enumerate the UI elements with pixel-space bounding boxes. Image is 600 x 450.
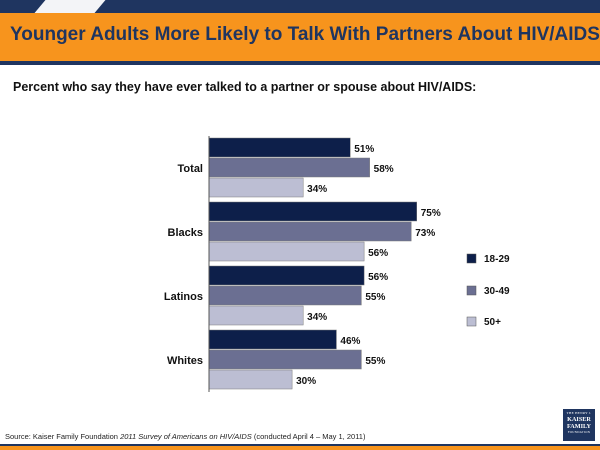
source-note: Source: Kaiser Family Foundation 2011 Su… <box>5 432 365 441</box>
footer-band <box>0 446 600 450</box>
data-label: 34% <box>307 184 327 195</box>
logo-line-2b: FAMILY <box>566 422 592 430</box>
bar-18-29-latinos <box>208 265 365 286</box>
bars-layer <box>208 137 417 390</box>
data-label: 58% <box>374 164 394 175</box>
category-label: Whites <box>167 355 203 367</box>
legend: 18-29 30-49 50+ <box>466 253 510 328</box>
data-label: 73% <box>415 228 435 239</box>
data-label: 56% <box>368 248 388 259</box>
bar-30-49-total <box>208 157 370 178</box>
bar-50+-latinos <box>208 305 304 326</box>
bar-30-49-whites <box>208 349 362 370</box>
source-survey-title: 2011 Survey of Americans on HIV/AIDS <box>120 432 252 441</box>
chart-subtitle: Percent who say they have ever talked to… <box>13 80 477 94</box>
category-label: Latinos <box>164 291 203 303</box>
header-underline <box>0 61 600 65</box>
bar-18-29-total <box>208 137 351 158</box>
legend-label: 50+ <box>484 317 501 328</box>
bar-30-49-blacks <box>208 221 412 242</box>
legend-swatch <box>466 316 477 327</box>
bar-18-29-blacks <box>208 201 417 222</box>
data-label: 30% <box>296 376 316 387</box>
bar-50+-total <box>208 177 304 198</box>
logo-line-3: FOUNDATION <box>567 429 591 434</box>
data-label: 75% <box>421 208 441 219</box>
page-title: Younger Adults More Likely to Talk With … <box>10 24 600 45</box>
logo-line-1: THE HENRY J. <box>566 411 592 415</box>
legend-swatch <box>466 253 477 264</box>
kaiser-logo: THE HENRY J. KAISER FAMILY FOUNDATION <box>563 409 595 441</box>
top-stripe <box>0 0 600 13</box>
legend-swatch <box>466 285 477 296</box>
data-label: 46% <box>340 336 360 347</box>
data-label: 56% <box>368 272 388 283</box>
bar-50+-whites <box>208 369 293 390</box>
labels-layer: Total 51%58% 34% Blacks 75% 73% 56% Latinos 56% 5… <box>164 144 441 387</box>
legend-label: 18-29 <box>484 254 510 265</box>
footer-line <box>0 444 600 446</box>
category-label: Blacks <box>168 227 203 239</box>
data-label: 51% <box>354 144 374 155</box>
source-prefix: Source: Kaiser Family Foundation <box>5 432 121 441</box>
category-label: Total <box>178 163 203 175</box>
bar-18-29-whites <box>208 329 337 350</box>
logo-line-2a: KAISER <box>567 415 591 423</box>
data-label: 55% <box>365 356 385 367</box>
bar-50+-blacks <box>208 241 365 262</box>
bar-30-49-latinos <box>208 285 362 306</box>
header-band <box>0 13 600 65</box>
legend-label: 30-49 <box>484 286 510 297</box>
source-suffix: (conducted April 4 – May 1, 2011) <box>251 432 366 441</box>
data-label: 55% <box>365 292 385 303</box>
data-label: 34% <box>307 312 327 323</box>
